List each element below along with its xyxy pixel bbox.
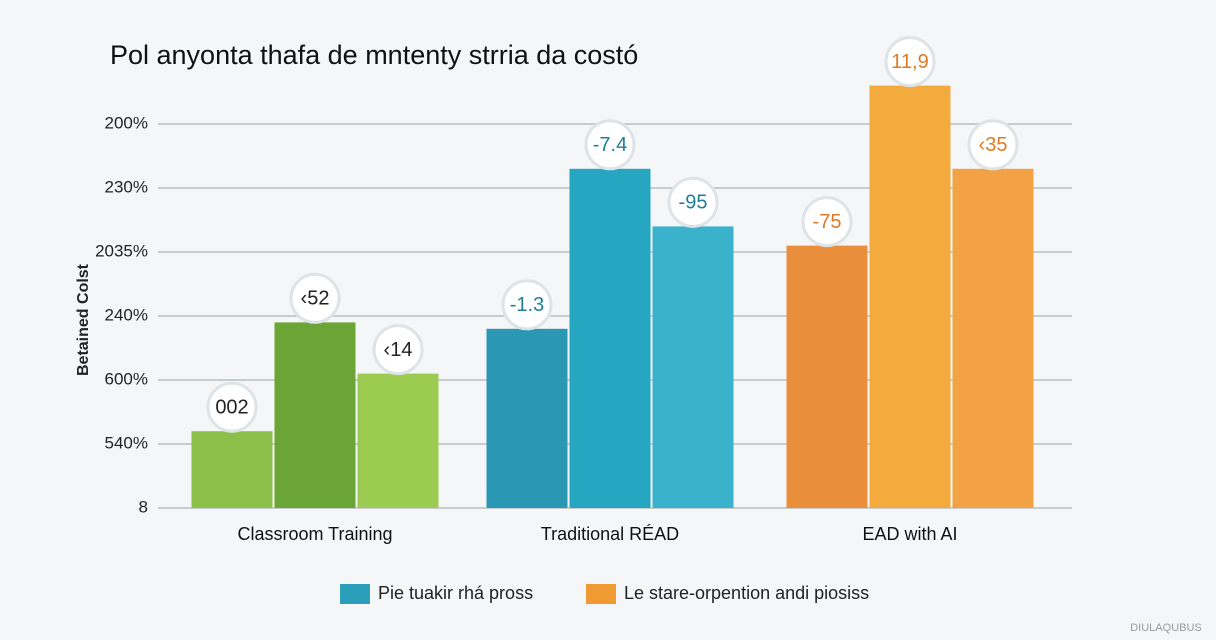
legend-label: Pie tuakir rhá pross — [378, 583, 533, 603]
bar — [486, 328, 568, 508]
x-tick-label: Classroom Training — [237, 524, 392, 544]
y-tick-label: 600% — [105, 369, 148, 388]
watermark: DIULAQUBUS — [1130, 622, 1202, 634]
y-tick-label: 200% — [105, 113, 148, 132]
bar — [191, 431, 273, 508]
bar — [274, 322, 356, 508]
value-bubble — [801, 196, 853, 248]
y-tick-label: 8 — [139, 497, 148, 516]
value-bubble — [967, 119, 1019, 171]
value-label: -7.4 — [593, 134, 627, 156]
y-tick-label: 240% — [105, 305, 148, 324]
x-tick-label: Traditional RÉAD — [541, 524, 679, 544]
value-bubble — [584, 119, 636, 171]
value-bubble — [501, 279, 553, 331]
y-axis-label: Betained Colst — [75, 263, 92, 376]
legend-swatch — [586, 584, 616, 604]
value-bubble — [667, 176, 719, 228]
bar — [869, 85, 951, 508]
value-label: 002 — [215, 396, 248, 418]
value-label: -75 — [813, 211, 842, 233]
value-label: ‹35 — [979, 134, 1008, 156]
legend-swatch — [340, 584, 370, 604]
bar — [357, 373, 439, 508]
bar — [952, 168, 1034, 509]
value-bubble — [289, 272, 341, 324]
y-tick-label: 230% — [105, 177, 148, 196]
value-label: -95 — [679, 192, 708, 214]
y-tick-label: 2035% — [95, 241, 148, 260]
value-label: ‹52 — [301, 288, 330, 310]
value-bubble — [372, 324, 424, 376]
bar — [652, 226, 734, 508]
bar — [786, 245, 868, 508]
value-bubble — [206, 381, 258, 433]
legend-label: Le stare-orpention andi piosiss — [624, 583, 869, 603]
y-tick-label: 540% — [105, 433, 148, 452]
x-tick-label: EAD with AI — [862, 524, 957, 544]
value-bubble — [884, 36, 936, 88]
value-label: 11,9 — [891, 51, 928, 73]
bar — [569, 168, 651, 509]
value-label: -1.3 — [510, 294, 544, 316]
chart-title: Pol anyonta thafa de mntenty strria da c… — [110, 40, 638, 70]
value-label: ‹14 — [384, 339, 413, 361]
